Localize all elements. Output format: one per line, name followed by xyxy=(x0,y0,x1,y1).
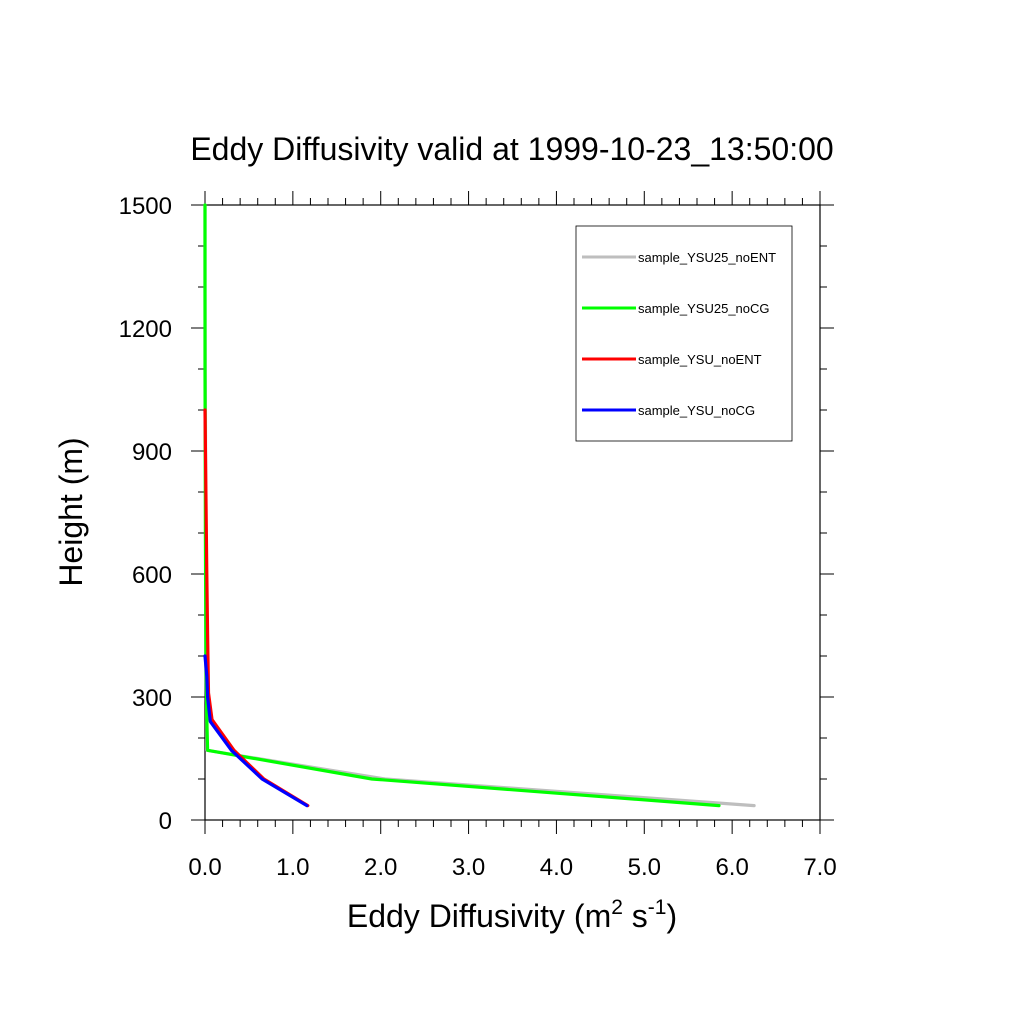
y-tick-label: 1200 xyxy=(119,316,172,343)
y-tick-label: 300 xyxy=(132,685,172,712)
legend-box xyxy=(575,225,793,442)
x-tick-labels: 0.0 1.0 2.0 3.0 4.0 5.0 6.0 7.0 xyxy=(188,854,836,881)
x-tick-label: 1.0 xyxy=(276,854,309,881)
y-tick-label: 900 xyxy=(132,439,172,466)
y-axis-label: Height (m) xyxy=(53,437,89,586)
y-tick-label: 600 xyxy=(132,562,172,589)
x-tick-label: 7.0 xyxy=(803,854,836,881)
legend-label-sample_YSU_noCG: sample_YSU_noCG xyxy=(638,403,755,418)
legend-label-sample_YSU25_noCG: sample_YSU25_noCG xyxy=(638,301,770,316)
y-tick-label: 0 xyxy=(159,808,172,835)
x-tick-label: 4.0 xyxy=(540,854,573,881)
legend-label-sample_YSU25_noENT: sample_YSU25_noENT xyxy=(638,250,776,265)
legend-label-sample_YSU_noENT: sample_YSU_noENT xyxy=(638,352,762,367)
y-tick-label: 1500 xyxy=(119,193,172,220)
minor-ticks xyxy=(198,198,827,827)
legend-items: sample_YSU25_noENT sample_YSU25_noCGsampl… xyxy=(582,250,776,418)
x-tick-label: 6.0 xyxy=(715,854,748,881)
x-tick-label: 5.0 xyxy=(628,854,661,881)
series-line-sample_YSU_noENT xyxy=(203,408,310,808)
x-tick-label: 3.0 xyxy=(452,854,485,881)
series-lines xyxy=(203,203,756,808)
x-tick-label: 2.0 xyxy=(364,854,397,881)
legend: sample_YSU25_noENT sample_YSU25_noCGsampl… xyxy=(575,225,793,442)
major-ticks xyxy=(191,191,834,834)
x-tick-label: 0.0 xyxy=(188,854,221,881)
series-line-sample_YSU_noCG xyxy=(203,654,309,808)
y-tick-labels: 0 300 600 900 1200 1500 xyxy=(119,193,172,835)
chart-title: Eddy Diffusivity valid at 1999-10-23_13:… xyxy=(190,131,833,167)
x-axis-label: Eddy Diffusivity (m2 s-1) xyxy=(347,896,677,934)
